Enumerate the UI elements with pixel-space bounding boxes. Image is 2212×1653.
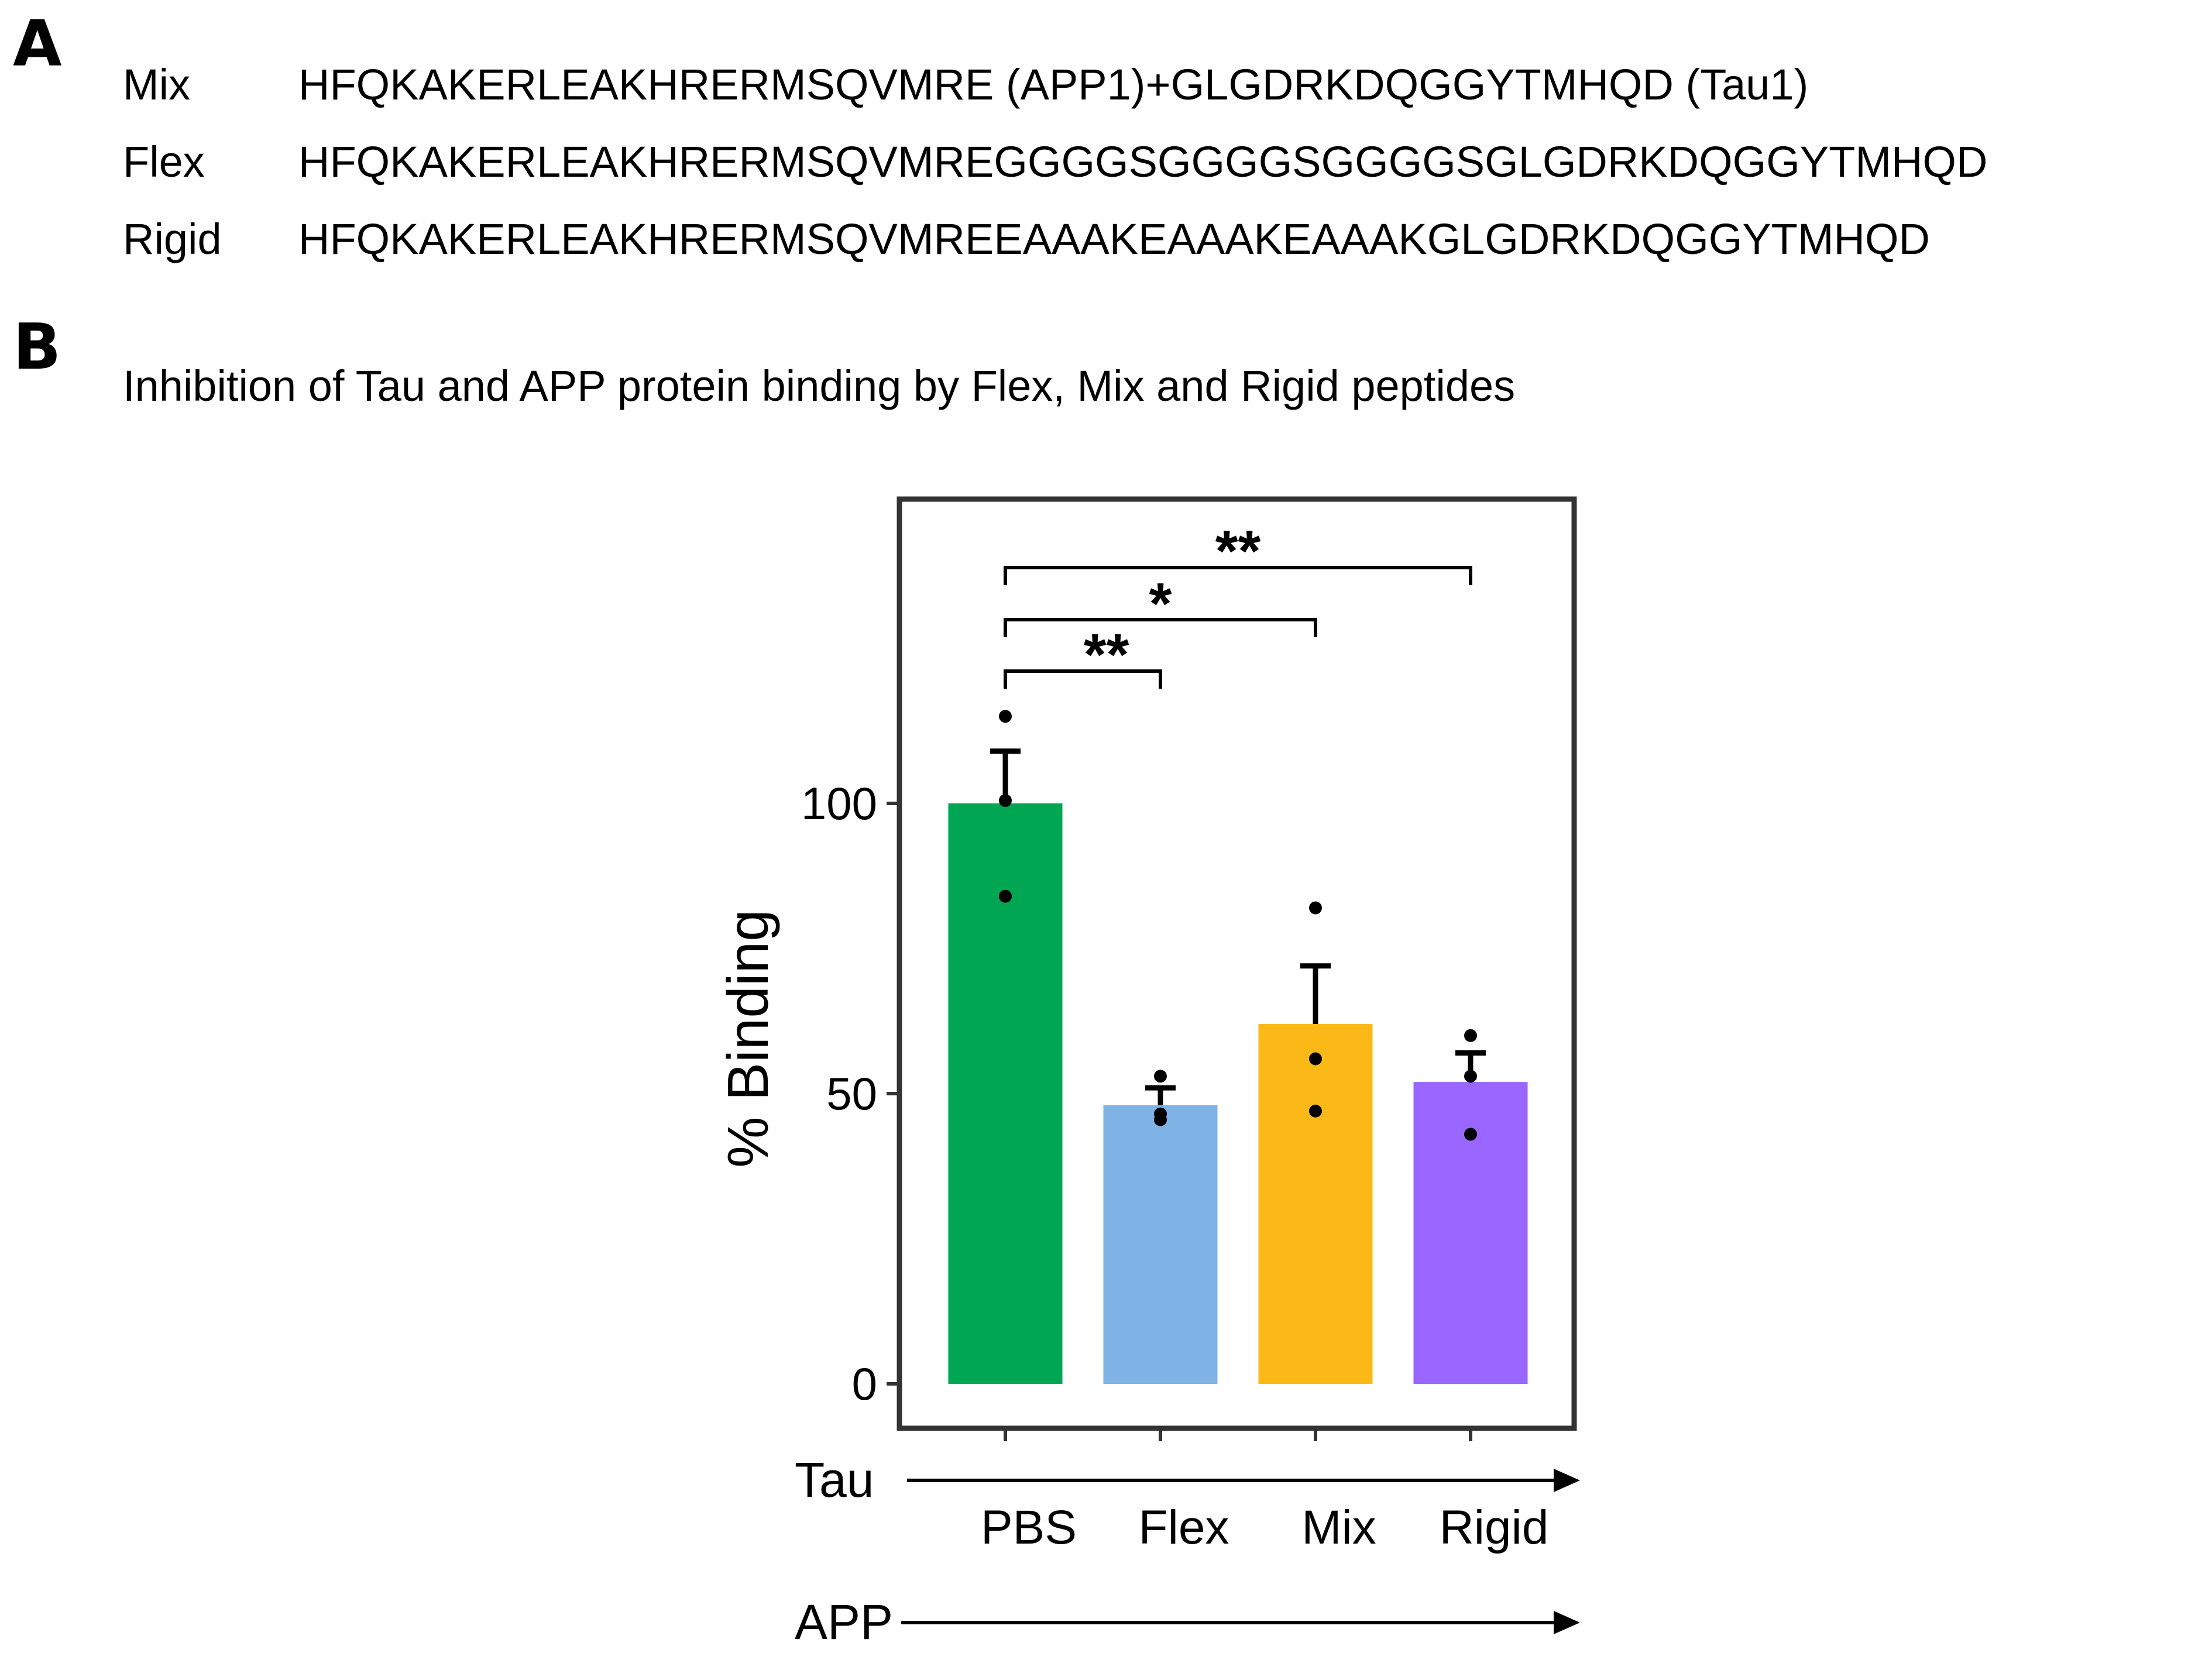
significance-label: ** — [1215, 518, 1261, 584]
data-point — [1464, 1029, 1477, 1042]
sequence-text: HFQKAKERLEAKHRERMSQVMREGGGGSGGGGSGGGGSGL… — [298, 138, 1988, 186]
data-point — [1464, 1070, 1477, 1083]
y-tick-label: 50 — [826, 1068, 877, 1119]
panel-b-letter: B — [13, 311, 61, 384]
x-tick-label: Rigid — [1440, 1501, 1549, 1554]
data-point — [1154, 1113, 1167, 1126]
data-point — [1464, 1128, 1477, 1141]
data-point — [999, 710, 1012, 723]
x-tick-label: PBS — [981, 1501, 1077, 1554]
bar — [1413, 1082, 1528, 1384]
significance-bracket — [1004, 618, 1317, 637]
y-tick-label: 100 — [801, 778, 877, 829]
data-point — [999, 889, 1012, 903]
plot-frame — [897, 496, 1577, 1431]
significance-label: ** — [1084, 622, 1129, 688]
panel-a-letter: A — [13, 8, 62, 81]
chart-title: Inhibition of Tau and APP protein bindin… — [123, 362, 1516, 410]
data-point — [999, 794, 1012, 807]
sequence-text: HFQKAKERLEAKHRERMSQVMREEAAAKEAAAKEAAAKGL… — [298, 215, 1930, 263]
bar — [1258, 1023, 1373, 1384]
significance-bracket — [1004, 566, 1472, 585]
data-point — [1309, 901, 1322, 915]
sequence-text: HFQKAKERLEAKHRERMSQVMRE (APP1)+GLGDRKDQG… — [298, 60, 1809, 109]
bar — [1103, 1105, 1218, 1384]
significance-bracket — [1004, 669, 1162, 689]
data-point — [1309, 1052, 1322, 1066]
x-row-label: Tau — [795, 1452, 874, 1507]
data-point — [1309, 1104, 1322, 1118]
sequence-name: Rigid — [123, 215, 222, 263]
arrow-head — [1554, 1469, 1580, 1492]
x-row-label: APP — [795, 1594, 893, 1649]
arrow-head — [1554, 1611, 1580, 1634]
significance-label: * — [1149, 571, 1172, 637]
sequence-name: Flex — [123, 138, 205, 186]
sequence-name: Mix — [123, 60, 191, 109]
x-tick-label: Mix — [1301, 1501, 1376, 1554]
data-point — [1154, 1070, 1167, 1083]
y-axis-label: % Binding — [716, 909, 780, 1167]
y-tick-label: 0 — [852, 1358, 877, 1410]
x-tick-label: Flex — [1139, 1501, 1229, 1554]
